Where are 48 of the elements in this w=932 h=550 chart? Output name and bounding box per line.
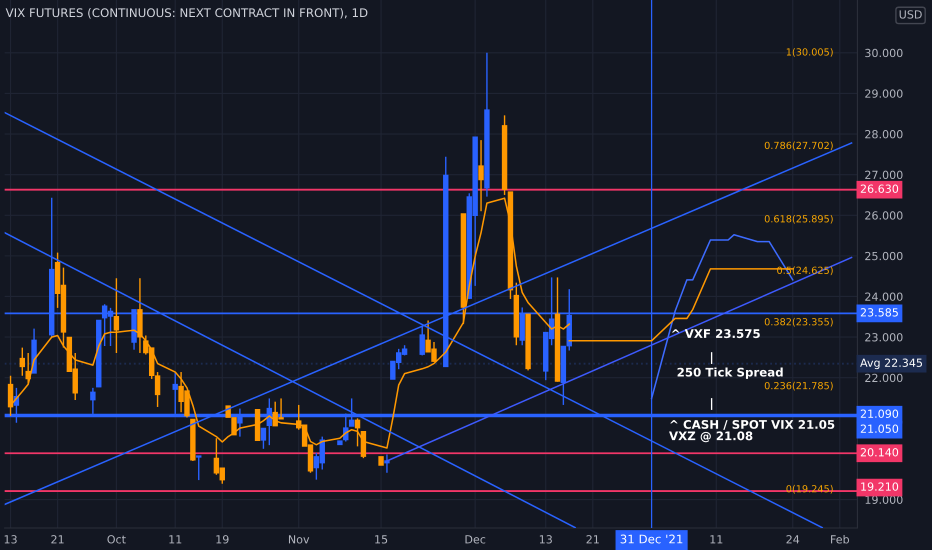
x-tick-label: Dec xyxy=(466,535,486,544)
annotation: 0.382(23.355) xyxy=(764,318,833,327)
candlestick xyxy=(260,427,266,450)
text: USD xyxy=(900,10,922,19)
x-tick-label: 15 xyxy=(375,535,388,544)
y-tick-label: 29.000 xyxy=(865,89,903,98)
ref-line-label: Avg 22.345 xyxy=(860,358,922,370)
candlestick xyxy=(114,278,120,354)
ref-line-label: 21.090 xyxy=(860,410,898,418)
annotation: ^ VXF 23.575 xyxy=(672,329,760,338)
x-tick-label: Feb xyxy=(831,534,850,544)
annotation: 0.786(27.702) xyxy=(764,142,833,150)
y-tick-label: 24.000 xyxy=(865,292,903,301)
x-tick-label: Nov xyxy=(288,535,310,544)
candlestick xyxy=(20,346,26,376)
ref-line-label: 31 Dec '21 xyxy=(620,534,682,544)
x-tick-label: 19 xyxy=(216,535,229,544)
x-tick-label: 24 xyxy=(786,535,800,544)
y-tick-label: 22.000 xyxy=(865,374,903,382)
y-tick-label: 28.000 xyxy=(865,130,903,138)
annotation: | xyxy=(710,352,712,364)
y-tick-label: 26.000 xyxy=(865,211,903,220)
legend-label: 21.050 xyxy=(860,424,898,433)
y-tick-label: 27.000 xyxy=(865,170,903,180)
candlestick xyxy=(196,455,202,481)
annotation: 0.236(21.785) xyxy=(764,382,833,390)
x-tick-label: 13 xyxy=(4,535,17,544)
x-tick-label: 21 xyxy=(586,535,599,544)
ref-line-label: 20.140 xyxy=(860,448,898,456)
x-tick-label: 11 xyxy=(710,535,722,544)
x-tick-label: Oct xyxy=(107,535,126,544)
candlestick xyxy=(478,139,484,212)
text: VIX FUTURES (CONTINUOUS: NEXT CONTRACT IN FRONT), 1D xyxy=(6,8,368,19)
ref-line-label: 23.585 xyxy=(860,308,898,317)
annotation: | xyxy=(710,398,712,410)
ref-line-label: 19.210 xyxy=(861,482,898,491)
annotation: ^ CASH / SPOT VIX 21.05 VXZ @ 21.08 xyxy=(669,420,834,442)
x-tick-label: 13 xyxy=(540,535,552,544)
annotation: 250 Tick Spread xyxy=(678,367,783,379)
candlestick xyxy=(420,325,425,356)
annotation: 0.618(25.895) xyxy=(764,214,833,224)
x-tick-label: 21 xyxy=(51,535,64,544)
y-tick-label: 23.000 xyxy=(865,333,903,342)
y-tick-label: 30.000 xyxy=(865,48,903,58)
ref-line-label: 26.630 xyxy=(860,184,898,193)
x-tick-label: 11 xyxy=(169,535,182,544)
y-tick-label: 25.000 xyxy=(865,252,903,260)
annotation: 1(30.005) xyxy=(786,48,833,57)
